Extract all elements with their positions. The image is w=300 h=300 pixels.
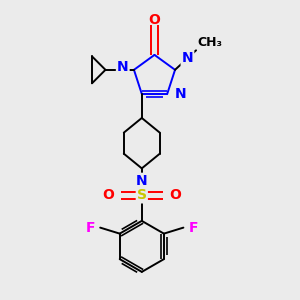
Text: N: N: [175, 87, 186, 101]
Text: N: N: [117, 60, 129, 74]
Text: CH₃: CH₃: [197, 36, 223, 49]
Text: O: O: [102, 188, 114, 203]
Text: F: F: [85, 220, 95, 235]
Text: F: F: [189, 220, 198, 235]
Text: S: S: [137, 188, 147, 203]
Text: O: O: [169, 188, 181, 203]
Text: N: N: [136, 174, 148, 188]
Text: N: N: [182, 51, 193, 65]
Text: O: O: [148, 13, 160, 26]
